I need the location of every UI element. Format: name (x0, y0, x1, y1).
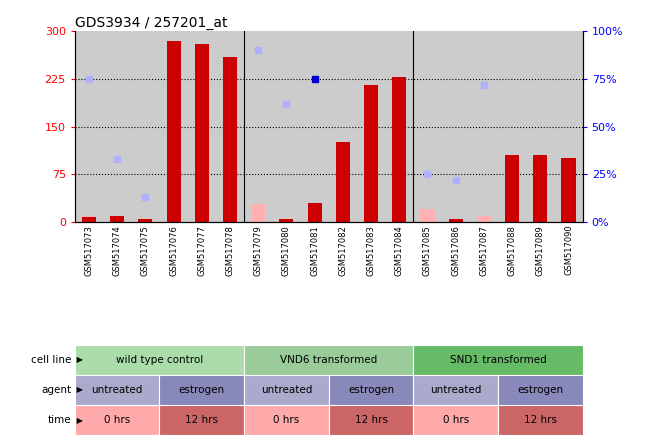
Bar (498, 405, 583, 435)
Bar (75, 405, 159, 435)
Bar (498, 375, 583, 405)
Bar (167, 41, 181, 222)
Text: estrogen: estrogen (518, 385, 563, 395)
Text: ▶: ▶ (74, 416, 83, 424)
Bar (244, 345, 413, 375)
Text: 0 hrs: 0 hrs (104, 415, 130, 425)
Bar (413, 345, 583, 375)
Bar (505, 155, 519, 222)
Bar (195, 44, 209, 222)
Text: estrogen: estrogen (179, 385, 225, 395)
Text: ▶: ▶ (74, 385, 83, 394)
Bar (82, 216, 96, 222)
Text: GDS3934 / 257201_at: GDS3934 / 257201_at (75, 16, 227, 30)
Bar (329, 375, 413, 405)
Bar (449, 219, 463, 222)
Text: 0 hrs: 0 hrs (443, 415, 469, 425)
Bar (75, 345, 244, 375)
Text: cell line: cell line (31, 355, 72, 365)
Bar (392, 77, 406, 222)
Bar (110, 216, 124, 222)
Text: 0 hrs: 0 hrs (273, 415, 299, 425)
Bar (82, 217, 96, 222)
Bar (336, 143, 350, 222)
Bar (364, 85, 378, 222)
Bar (279, 219, 294, 222)
Text: time: time (48, 415, 72, 425)
Text: 12 hrs: 12 hrs (355, 415, 387, 425)
Bar (561, 159, 575, 222)
Text: untreated: untreated (92, 385, 143, 395)
Text: untreated: untreated (430, 385, 481, 395)
Text: ▶: ▶ (74, 355, 83, 364)
Text: 12 hrs: 12 hrs (186, 415, 218, 425)
Bar (159, 405, 244, 435)
Bar (139, 219, 152, 222)
Text: untreated: untreated (261, 385, 312, 395)
Text: 12 hrs: 12 hrs (524, 415, 557, 425)
Bar (307, 203, 322, 222)
Bar (279, 219, 294, 222)
Bar (139, 219, 152, 222)
Bar (477, 216, 491, 222)
Bar (413, 405, 498, 435)
Bar (159, 375, 244, 405)
Text: SND1 transformed: SND1 transformed (450, 355, 546, 365)
Bar (533, 155, 547, 222)
Text: estrogen: estrogen (348, 385, 394, 395)
Bar (244, 375, 329, 405)
Text: agent: agent (42, 385, 72, 395)
Bar (329, 405, 413, 435)
Bar (449, 219, 463, 222)
Bar (413, 375, 498, 405)
Bar (75, 375, 159, 405)
Bar (244, 405, 329, 435)
Text: VND6 transformed: VND6 transformed (280, 355, 378, 365)
Text: wild type control: wild type control (116, 355, 203, 365)
Bar (421, 209, 435, 222)
Bar (251, 204, 266, 222)
Bar (223, 56, 237, 222)
